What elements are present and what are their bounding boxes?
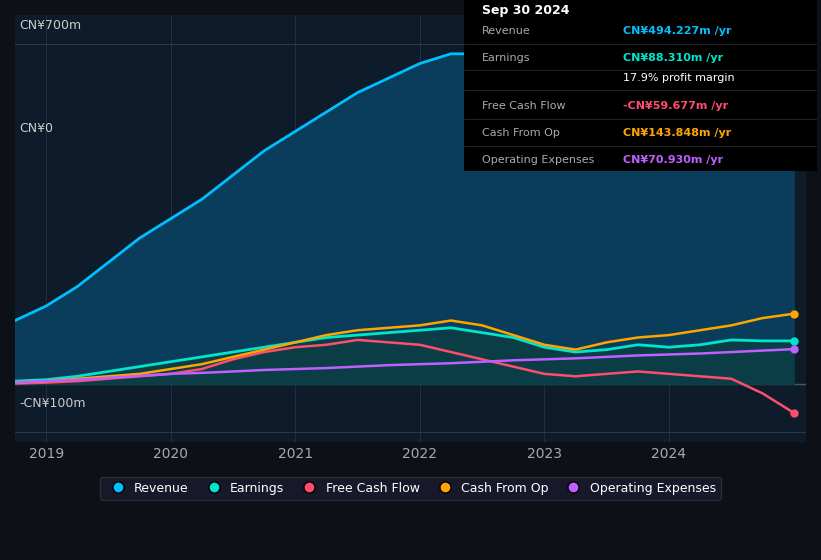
Text: -CN¥59.677m /yr: -CN¥59.677m /yr xyxy=(622,101,728,111)
Text: CN¥494.227m /yr: CN¥494.227m /yr xyxy=(622,26,732,36)
Text: CN¥0: CN¥0 xyxy=(19,122,53,134)
Text: CN¥70.930m /yr: CN¥70.930m /yr xyxy=(622,155,722,165)
Text: CN¥143.848m /yr: CN¥143.848m /yr xyxy=(622,128,731,138)
Text: Earnings: Earnings xyxy=(481,53,530,63)
Text: 17.9% profit margin: 17.9% profit margin xyxy=(622,73,734,83)
Text: Cash From Op: Cash From Op xyxy=(481,128,559,138)
Text: -CN¥100m: -CN¥100m xyxy=(19,397,85,410)
Text: Free Cash Flow: Free Cash Flow xyxy=(481,101,565,111)
Legend: Revenue, Earnings, Free Cash Flow, Cash From Op, Operating Expenses: Revenue, Earnings, Free Cash Flow, Cash … xyxy=(100,477,721,500)
Text: CN¥700m: CN¥700m xyxy=(19,19,81,32)
Text: Sep 30 2024: Sep 30 2024 xyxy=(481,4,569,17)
Text: Revenue: Revenue xyxy=(481,26,530,36)
Text: CN¥88.310m /yr: CN¥88.310m /yr xyxy=(622,53,722,63)
Text: Operating Expenses: Operating Expenses xyxy=(481,155,594,165)
